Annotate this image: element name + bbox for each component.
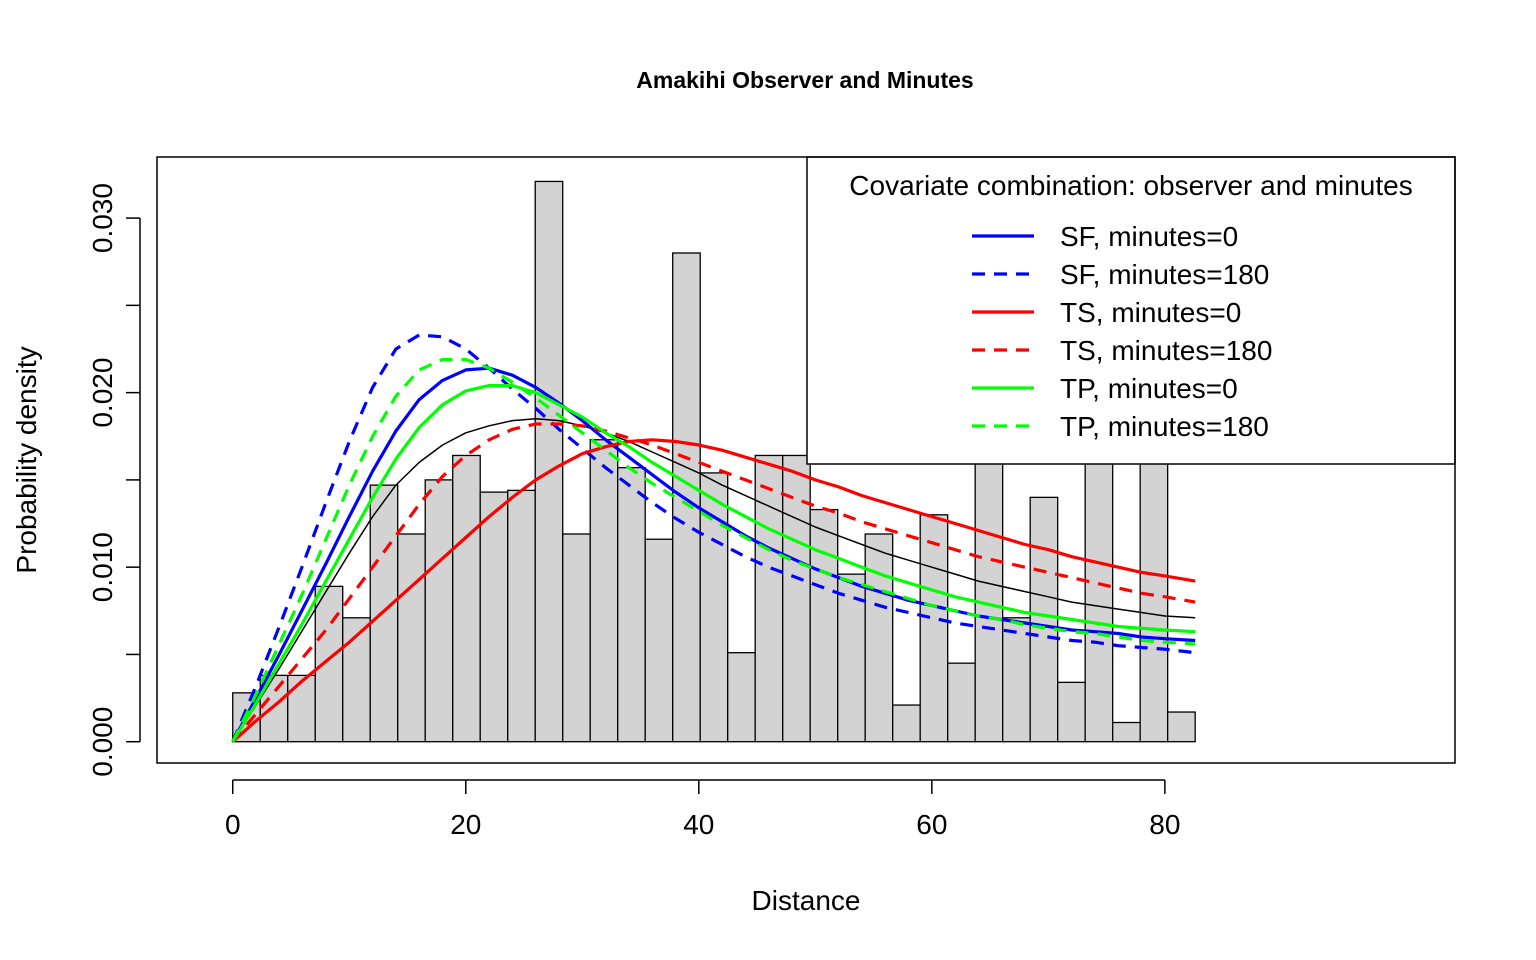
x-axis-title: Distance: [752, 885, 861, 916]
plot-frame: [156, 156, 1456, 764]
histogram-bar-33: [1112, 721, 1141, 743]
x-tick-label-60: 60: [916, 809, 947, 840]
histogram-bar-32: [1084, 454, 1114, 743]
histogram-bar-34: [1139, 454, 1169, 743]
legend-label-2: SF, minutes=180: [1060, 259, 1269, 290]
legend-label-5: TP, minutes=0: [1060, 373, 1238, 404]
y-axis-title: Probability density: [11, 346, 42, 573]
histogram-bar-26: [919, 514, 949, 743]
histogram-bar-20: [754, 454, 784, 743]
histogram-bar-19: [727, 652, 756, 743]
density-curve-overall: [232, 418, 1196, 743]
histogram-bar-10: [479, 491, 509, 743]
histogram-bar-12: [534, 180, 564, 743]
x-tick-label-20: 20: [450, 809, 481, 840]
legend-label-1: SF, minutes=0: [1060, 221, 1238, 252]
histogram-bar-31: [1057, 681, 1086, 743]
histogram-bar-6: [369, 484, 399, 743]
histogram-bar-21: [782, 454, 811, 743]
y-tick-label-6: 0.030: [87, 183, 118, 253]
histogram-bar-17: [672, 252, 701, 743]
density-curve-sf-minutes-0: [231, 366, 1196, 743]
x-tick-label-0: 0: [225, 809, 241, 840]
y-tick-label-4: 0.020: [87, 358, 118, 428]
histogram-bar-8: [424, 479, 454, 743]
density-curve-tp-minutes-180: [231, 357, 1196, 743]
histogram-bar-24: [864, 533, 894, 743]
histogram-bar-3: [287, 674, 316, 743]
histogram-bar-30: [1029, 496, 1059, 743]
histogram-bars: [232, 180, 1196, 743]
density-curve-tp-minutes-0: [231, 384, 1196, 743]
x-tick-label-40: 40: [683, 809, 714, 840]
histogram-bar-29: [1002, 617, 1031, 743]
histogram-bar-9: [452, 454, 481, 743]
chart-title: Amakihi Observer and Minutes: [636, 67, 973, 93]
legend: Covariate combination: observer and minu…: [806, 156, 1456, 465]
histogram-bar-35: [1167, 711, 1196, 743]
density-curve-ts-minutes-180: [231, 422, 1196, 743]
histogram-bar-27: [947, 662, 976, 743]
histogram-bar-13: [562, 533, 591, 743]
legend-box: [806, 156, 1456, 465]
x-tick-label-80: 80: [1149, 809, 1180, 840]
histogram-bar-4: [314, 585, 344, 743]
histogram-bar-23: [837, 573, 866, 743]
histogram-bar-22: [809, 508, 839, 743]
histogram-bar-11: [507, 489, 536, 743]
density-curve-ts-minutes-0: [231, 438, 1196, 743]
y-axis: 0.000 0.010 0.020 0.030: [87, 183, 141, 777]
legend-label-3: TS, minutes=0: [1060, 297, 1241, 328]
histogram-bar-16: [644, 538, 674, 743]
density-curves: [231, 333, 1196, 743]
x-axis: 0 20 40 60 80: [225, 779, 1180, 840]
histogram-bar-14: [589, 439, 619, 743]
histogram-bar-25: [892, 704, 921, 743]
legend-label-6: TP, minutes=180: [1060, 411, 1269, 442]
y-tick-label-0: 0.000: [87, 707, 118, 777]
density-curve-sf-minutes-180: [231, 333, 1196, 743]
histogram-bar-28: [974, 454, 1004, 743]
histogram-bar-15: [617, 467, 646, 743]
histogram-bar-7: [397, 533, 426, 743]
y-tick-label-2: 0.010: [87, 532, 118, 602]
histogram-bar-5: [342, 617, 371, 743]
legend-title: Covariate combination: observer and minu…: [849, 170, 1412, 201]
legend-label-4: TS, minutes=180: [1060, 335, 1272, 366]
